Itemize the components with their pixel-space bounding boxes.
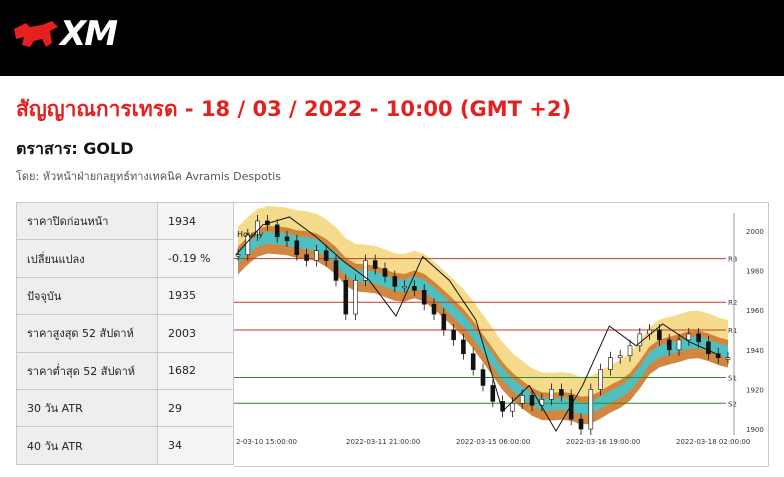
y-tick-label: 1920 [746,386,764,394]
candle-body [480,369,486,386]
candle-body [431,303,437,315]
candle-body [363,260,368,281]
candle-body [559,389,564,396]
candle-body [284,236,290,242]
stat-value: 1934 [157,201,234,241]
candle-body [323,250,329,261]
zigzag-line [235,216,717,433]
stats-row: ราคาปิดก่อนหน้า 1934 [16,201,234,241]
candle-body [725,357,731,360]
level-label-r3: R3 [728,256,737,264]
candle-body [666,339,672,351]
stats-row: 40 วัน ATR 34 [16,426,234,465]
stat-label: 30 วัน ATR [16,388,158,428]
candle-body [314,250,319,261]
stat-label: ราคาสูงสุด 52 สัปดาห์ [16,314,158,353]
candle-body [608,357,613,370]
x-tick-label: 2022-03-18 02:00:00 [676,438,750,446]
stats-row: 30 วัน ATR 29 [16,388,234,428]
x-tick-label: 2-03-10 15:00:00 [236,438,297,446]
timeframe-label: Hourly [237,230,263,239]
x-tick-label: 2022-03-11 21:00:00 [346,438,420,446]
x-tick-label: 2022-03-16 19:00:00 [566,438,640,446]
candle-body [343,280,349,315]
stats-row: ราคาต่ำสุด 52 สัปดาห์ 1682 [16,351,234,390]
author-line: โดย: หัวหน้าฝ่ายกลยุทธ์ทางเทคนิค Avramis… [16,170,281,183]
candle-body [549,389,554,400]
instrument-label: ตราสาร: GOLD [16,139,134,158]
candle-body [578,418,584,430]
signal-title: สัญญาณการเทรด - 18 / 03 / 2022 - 10:00 (… [16,97,572,121]
stats-row: ราคาสูงสุด 52 สัปดาห์ 2003 [16,314,234,353]
stat-value: 1682 [157,351,234,390]
candle-body [696,333,701,343]
candle-body [451,329,456,341]
candle-body [333,260,339,281]
candle-body [598,369,603,390]
level-label-r2: R2 [728,299,737,307]
level-label-r1: R1 [728,327,737,335]
candle-body [470,353,476,370]
candle-body [412,286,417,291]
candle-body [245,234,251,255]
stat-label: 40 วัน ATR [16,426,158,465]
candle-body [235,254,241,257]
bull-icon [14,21,58,47]
candle-body [706,341,711,355]
candle-body [647,329,652,335]
candle-body [353,280,358,315]
candle-body [510,402,515,412]
candle-body [294,240,300,255]
y-tick-label: 2000 [746,228,764,236]
candle-body [686,333,692,341]
candle-body [617,355,623,358]
candle-body [402,286,407,289]
candle-body [441,313,447,331]
inner-band [238,231,728,415]
candle-body [421,290,427,305]
level-label-s2: S2 [728,400,737,408]
stats-row: ปัจจุบัน 1935 [16,276,234,316]
candle-body [715,353,721,358]
stat-value: 29 [157,388,234,428]
site-header: XM [0,0,784,76]
candle-body [539,399,545,406]
candle-body [568,395,574,420]
candle-body [490,385,496,402]
outer-band [238,206,728,401]
y-tick-label: 1940 [746,347,764,355]
stat-label: เปลี่ยนแปลง [16,239,158,278]
candle-body [372,260,378,269]
stat-value: 2003 [157,314,234,353]
stat-value: 1935 [157,276,234,316]
stat-label: ปัจจุบัน [16,276,158,316]
candle-body [657,329,662,341]
y-tick-label: 1960 [746,307,764,315]
candle-body [304,254,309,261]
candle-body [392,276,398,287]
candle-body [588,389,594,430]
x-tick-label: 2022-03-15 06:00:00 [456,438,530,446]
stat-value: 34 [157,426,234,465]
price-chart: R3 R2 R1 S1 S2 1900 1920 1940 1960 1980 2000 Hourly… [234,202,769,467]
chart-svg: R3 R2 R1 S1 S2 1900 1920 1940 1960 1980 2000 Hourly… [234,206,764,446]
level-label-s1: S1 [728,375,737,383]
stat-label: ราคาต่ำสุด 52 สัปดาห์ [16,351,158,390]
logo-text: XM [60,14,118,54]
candle-body [637,333,643,347]
candle-body [627,345,633,357]
stats-row: เปลี่ยนแปลง -0.19 % [16,239,234,278]
stat-value: -0.19 % [157,239,234,278]
candle-body [274,224,280,238]
stat-label: ราคาปิดก่อนหน้า [16,201,158,241]
candle-body [529,395,535,406]
candle-body [519,395,525,404]
y-tick-label: 1900 [746,426,764,434]
candle-body [382,268,388,277]
stats-table: ราคาปิดก่อนหน้า 1934 เปลี่ยนแปลง -0.19 % ป… [16,201,234,465]
candle-body [676,339,682,351]
candle-body [461,339,466,355]
xm-logo[interactable]: XM [12,14,132,54]
y-tick-label: 1980 [746,267,764,275]
